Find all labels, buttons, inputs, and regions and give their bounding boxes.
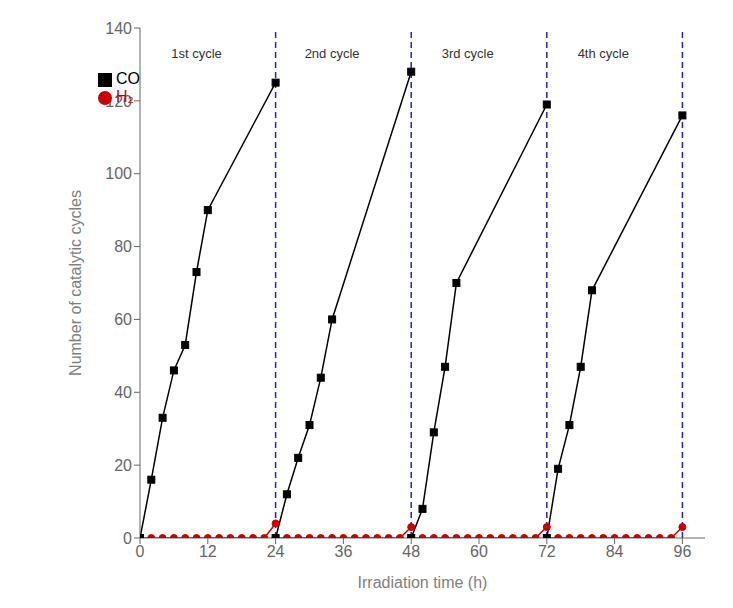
svg-text:60: 60 <box>470 543 488 560</box>
svg-text:84: 84 <box>606 543 624 560</box>
svg-text:12: 12 <box>199 543 217 560</box>
svg-text:Number of catalytic cycles: Number of catalytic cycles <box>67 190 84 376</box>
svg-text:3rd cycle: 3rd cycle <box>442 46 494 61</box>
svg-text:4th cycle: 4th cycle <box>578 46 629 61</box>
svg-text:72: 72 <box>538 543 556 560</box>
svg-text:Irradiation time (h): Irradiation time (h) <box>358 574 488 591</box>
svg-text:100: 100 <box>105 165 132 182</box>
svg-text:140: 140 <box>105 20 132 37</box>
svg-text:40: 40 <box>114 384 132 401</box>
svg-text:96: 96 <box>674 543 692 560</box>
svg-text:20: 20 <box>114 457 132 474</box>
svg-text:2nd cycle: 2nd cycle <box>305 46 360 61</box>
svg-text:80: 80 <box>114 238 132 255</box>
svg-text:48: 48 <box>402 543 420 560</box>
svg-text:24: 24 <box>267 543 285 560</box>
svg-text:120: 120 <box>105 93 132 110</box>
svg-text:60: 60 <box>114 311 132 328</box>
svg-text:36: 36 <box>335 543 353 560</box>
svg-text:0: 0 <box>136 543 145 560</box>
svg-text:0: 0 <box>123 530 132 547</box>
svg-text:1st cycle: 1st cycle <box>171 46 222 61</box>
